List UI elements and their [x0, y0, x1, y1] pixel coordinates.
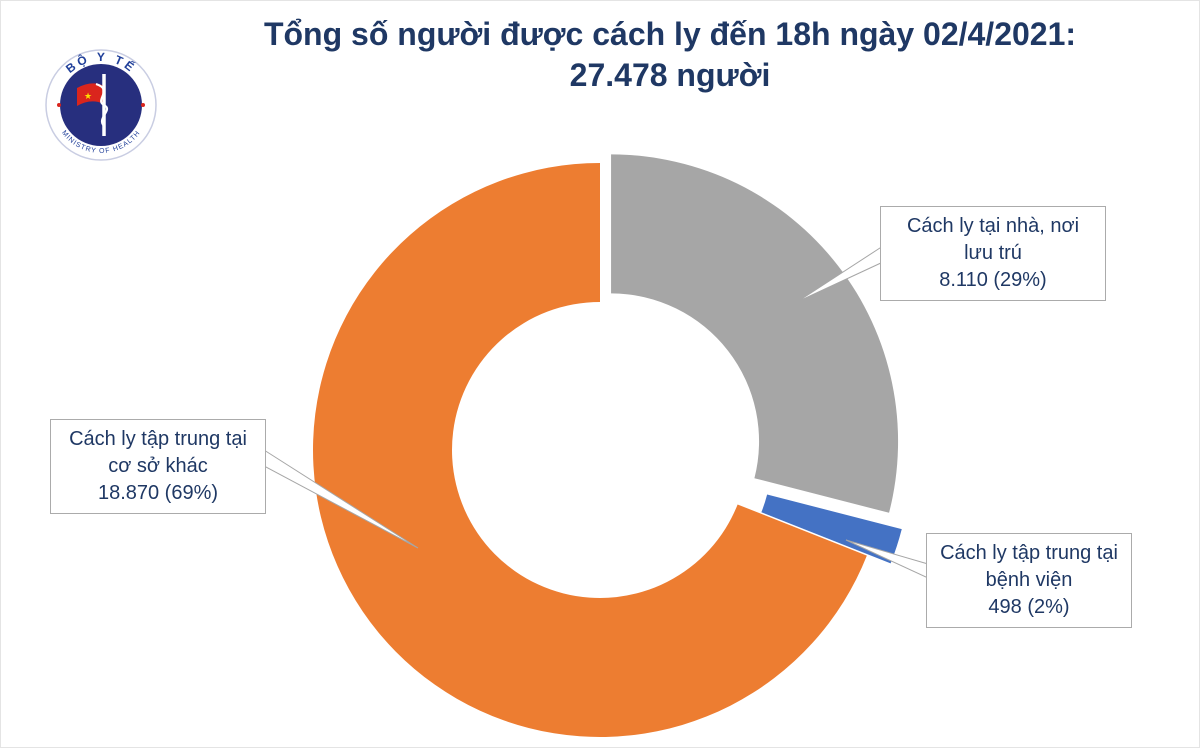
callout-hospital-value: 498 (2%): [988, 596, 1070, 618]
donut-slice-2: [313, 163, 867, 737]
chart-title-line2: 27.478 người: [569, 56, 771, 93]
logo-snake: [95, 83, 109, 127]
callout-other-facility: Cách ly tập trung tại cơ sở khác 18.870 …: [50, 419, 266, 514]
logo-right-dot: [141, 103, 145, 107]
logo-star-icon: ★: [84, 91, 92, 101]
chart-title-line1: Tổng số người được cách ly đến 18h ngày …: [263, 16, 1077, 52]
callout-hospital-line2: bệnh viện: [985, 569, 1073, 591]
callout-other-line1: Cách ly tập trung tại: [69, 428, 247, 450]
callout-home-value: 8.110 (29%): [939, 269, 1047, 291]
ministry-of-health-logo: BỘ Y TẾ MINISTRY OF HEALTH ★: [44, 48, 158, 162]
logo-inner-disc: [60, 64, 142, 146]
logo-red-flag: [77, 83, 104, 106]
callout-home: Cách ly tại nhà, nơi lưu trú 8.110 (29%): [880, 206, 1106, 301]
ministry-logo-icon: BỘ Y TẾ MINISTRY OF HEALTH ★: [45, 49, 157, 161]
chart-title: Tổng số người được cách ly đến 18h ngày …: [160, 14, 1180, 96]
callout-home-line2: lưu trú: [964, 242, 1022, 264]
donut-slice-0: [611, 154, 899, 513]
callout-home-line1: Cách ly tại nhà, nơi: [906, 215, 1080, 237]
callout-other-value: 18.870 (69%): [97, 482, 219, 504]
callout-other-line2: cơ sở khác: [108, 455, 208, 477]
callout-hospital-line1: Cách ly tập trung tại: [940, 542, 1118, 564]
logo-left-dot: [57, 103, 61, 107]
callout-hospital: Cách ly tập trung tại bệnh viện 498 (2%): [926, 533, 1132, 628]
